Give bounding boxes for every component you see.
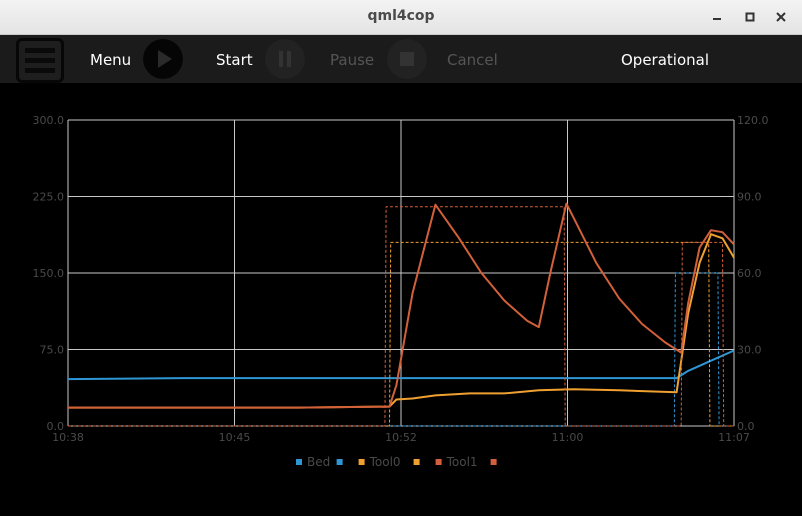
tool1-actual-line <box>68 202 735 409</box>
printer-status: Operational <box>621 51 710 69</box>
stop-icon[interactable] <box>387 39 427 79</box>
close-icon[interactable] <box>773 9 789 25</box>
x-tick-label: 11:00 <box>552 431 584 444</box>
bed-actual-line <box>67 349 735 381</box>
tool0-target-line <box>68 241 734 427</box>
legend-actual-swatch <box>296 459 302 465</box>
x-tick-label: 11:07 <box>718 431 750 444</box>
y-right-tick-label: 0.0 <box>737 420 755 433</box>
y-left-tick-label: 225.0 <box>33 191 65 204</box>
legend-target-swatch <box>413 459 420 465</box>
pause-label[interactable]: Pause <box>330 51 375 69</box>
y-right-tick-label: 30.0 <box>737 344 762 357</box>
x-tick-label: 10:52 <box>385 431 417 444</box>
hamburger-icon-bar <box>25 48 55 53</box>
y-left-tick-label: 300.0 <box>33 114 65 127</box>
legend-actual-swatch <box>435 459 442 465</box>
x-tick-label: 10:38 <box>52 431 84 444</box>
pause-icon[interactable] <box>265 39 305 79</box>
start-label[interactable]: Start <box>216 51 253 69</box>
play-icon[interactable] <box>143 39 183 79</box>
y-left-tick-label: 150.0 <box>33 267 65 280</box>
cancel-label[interactable]: Cancel <box>447 51 498 69</box>
menu-label[interactable]: Menu <box>90 51 132 69</box>
temperature-chart: 0.0 0.0 75.0 30.0 150.0 60.0 225.0 90.0 300.0 120… <box>0 83 802 516</box>
legend-label: Tool0 <box>369 455 401 469</box>
legend-label: Bed <box>307 455 330 469</box>
title-bar[interactable]: qml4cop <box>0 0 802 35</box>
legend-actual-swatch <box>358 459 365 465</box>
y-right-tick-label: 60.0 <box>737 267 762 280</box>
y-right-tick-label: 90.0 <box>737 191 762 204</box>
toolbar: Menu Start Pause Cancel Operational <box>0 35 802 83</box>
window-title: qml4cop <box>367 8 435 24</box>
legend-label: Tool1 <box>446 455 478 469</box>
y-right-tick-label: 120.0 <box>737 114 769 127</box>
hamburger-icon-bar <box>25 58 55 63</box>
legend-target-swatch <box>336 459 343 465</box>
hamburger-icon-bar <box>25 68 55 73</box>
minimize-icon[interactable] <box>709 9 725 25</box>
y-left-tick-label: 0.0 <box>47 420 65 433</box>
x-tick-label: 10:45 <box>219 431 251 444</box>
y-left-tick-label: 75.0 <box>40 344 65 357</box>
temperature-chart-svg: 0.0 0.0 75.0 30.0 150.0 60.0 225.0 90.0 300.0 120… <box>33 114 769 469</box>
menu-button[interactable] <box>16 38 64 83</box>
maximize-icon[interactable] <box>742 9 758 25</box>
legend-target-swatch <box>490 459 497 465</box>
